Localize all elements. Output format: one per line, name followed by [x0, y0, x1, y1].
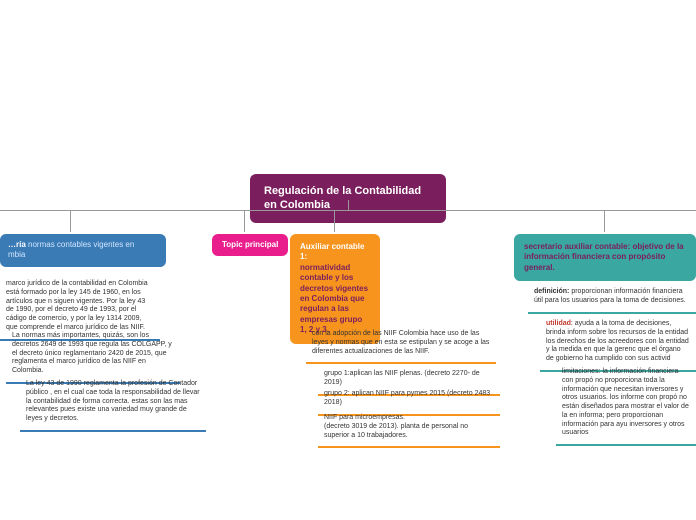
- aux-c2: grupo 1:aplican las NIIF plenas. (decret…: [324, 370, 480, 386]
- sec-card-3: limitaciones: la información financiera …: [556, 364, 696, 446]
- aux-c4b: (decreto 3019 de 2013). planta de person…: [324, 423, 468, 439]
- left-card-3: La ley 43 de 1990 reglamenta la profesió…: [20, 376, 206, 432]
- left-c1: marco jurídico de la contabilidad en Col…: [6, 280, 148, 331]
- sec-c3: limitaciones: la información financiera …: [562, 368, 689, 436]
- vline-4: [604, 210, 605, 232]
- left-c3: La ley 43 de 1990 reglamenta la profesió…: [26, 380, 200, 422]
- vline-3: [334, 210, 335, 232]
- aux-c4a: NIIF para microempresas.: [324, 414, 405, 421]
- left-prefix: …ría: [8, 240, 26, 249]
- left-title: normas contables vigentes en: [28, 240, 134, 249]
- aux-card-1: con la adopción de las NIIF Colombia hac…: [306, 326, 496, 364]
- sec-c2a: utilidad: [546, 320, 571, 327]
- vline-1: [70, 210, 71, 232]
- left-c2: La normas más importantes, quizás, son l…: [12, 332, 172, 374]
- root-title: Regulación de la Contabilidad en Colombi…: [264, 185, 421, 211]
- aux-c1: con la adopción de las NIIF Colombia hac…: [312, 330, 489, 355]
- vline-root: [348, 200, 349, 210]
- sec-card-1: definición: proporcionan información fin…: [528, 284, 696, 314]
- vline-2: [244, 210, 245, 232]
- aux-card-4: NIIF para microempresas. (decreto 3019 d…: [318, 410, 500, 448]
- left-branch-node[interactable]: …ría normas contables vigentes en mbia: [0, 234, 166, 267]
- left-title2: mbia: [8, 250, 25, 259]
- aux-t1: Auxiliar contable 1:: [300, 242, 364, 261]
- topic-label: Topic principal: [222, 240, 278, 249]
- sec-branch-node[interactable]: secretario auxiliar contable: objetivo d…: [514, 234, 696, 281]
- topic-principal-node[interactable]: Topic principal: [212, 234, 288, 256]
- aux-c3: grupo 2: aplican NIIF para pymes 2015 (d…: [324, 390, 490, 406]
- aux-t2: normatividad contable y los decretos vig…: [300, 263, 368, 334]
- sec-c1a: definición:: [534, 288, 569, 295]
- sec-title: secretario auxiliar contable: objetivo d…: [524, 242, 684, 272]
